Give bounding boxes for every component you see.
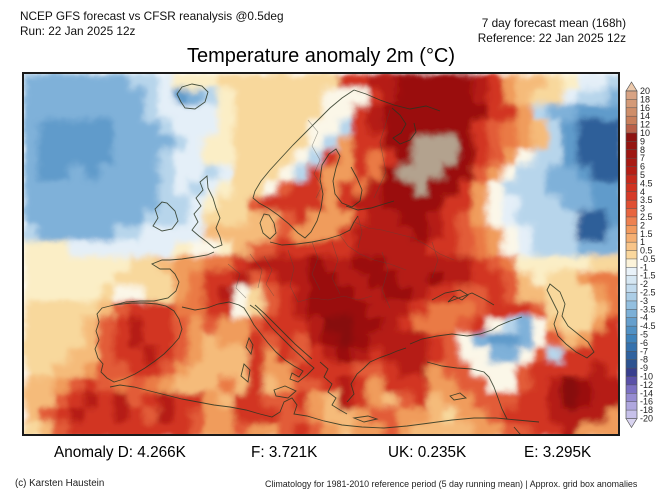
svg-text:-14: -14: [640, 388, 653, 398]
svg-text:-0.5: -0.5: [640, 254, 656, 264]
svg-text:-3: -3: [640, 296, 648, 306]
svg-text:7: 7: [640, 153, 645, 163]
svg-text:3.5: 3.5: [640, 195, 653, 205]
svg-text:0.5: 0.5: [640, 246, 653, 256]
svg-text:1: 1: [640, 237, 645, 247]
svg-text:-16: -16: [640, 397, 653, 407]
svg-text:5: 5: [640, 170, 645, 180]
svg-text:-6: -6: [640, 338, 648, 348]
svg-text:-1: -1: [640, 262, 648, 272]
svg-text:-7: -7: [640, 346, 648, 356]
svg-text:-5: -5: [640, 330, 648, 340]
svg-text:-12: -12: [640, 380, 653, 390]
svg-text:16: 16: [640, 103, 650, 113]
svg-text:-10: -10: [640, 372, 653, 382]
svg-text:4.5: 4.5: [640, 178, 653, 188]
svg-text:-9: -9: [640, 363, 648, 373]
svg-text:3: 3: [640, 204, 645, 214]
svg-text:14: 14: [640, 111, 650, 121]
svg-text:-18: -18: [640, 405, 653, 415]
svg-text:-1.5: -1.5: [640, 271, 656, 281]
svg-text:4: 4: [640, 187, 645, 197]
svg-text:-2: -2: [640, 279, 648, 289]
svg-text:-20: -20: [640, 414, 653, 424]
svg-text:1.5: 1.5: [640, 229, 653, 239]
svg-text:-4: -4: [640, 313, 648, 323]
svg-text:10: 10: [640, 128, 650, 138]
svg-text:20: 20: [640, 86, 650, 96]
svg-text:-2.5: -2.5: [640, 288, 656, 298]
svg-text:6: 6: [640, 162, 645, 172]
svg-text:2: 2: [640, 220, 645, 230]
svg-text:-8: -8: [640, 355, 648, 365]
svg-text:18: 18: [640, 94, 650, 104]
svg-text:2.5: 2.5: [640, 212, 653, 222]
svg-text:9: 9: [640, 136, 645, 146]
svg-text:-3.5: -3.5: [640, 304, 656, 314]
svg-text:8: 8: [640, 145, 645, 155]
svg-text:12: 12: [640, 120, 650, 130]
svg-text:-4.5: -4.5: [640, 321, 656, 331]
